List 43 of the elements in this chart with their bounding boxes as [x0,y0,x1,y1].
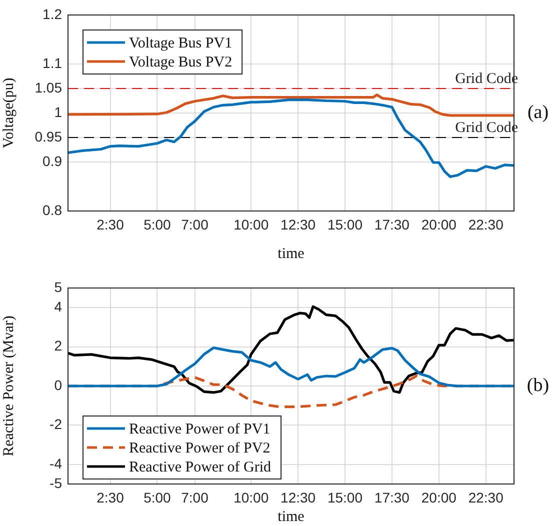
y-tick-label: 1.05 [34,79,62,96]
x-axis-title: time [278,508,305,525]
legend-label: Voltage Bus PV2 [129,54,232,70]
y-tick-label: -5 [50,474,62,491]
y-tick-label: 0 [54,376,62,393]
y-tick-label: 0.8 [42,202,62,218]
x-tick-label: 15:00 [327,216,363,232]
y-tick-label: -2 [50,416,62,432]
x-tick-label: 17:30 [374,489,410,506]
y-axis-title: Voltage(pu) [0,78,17,148]
x-tick-label: 12:30 [280,489,316,506]
x-tick-label: 2:30 [96,489,124,506]
y-tick-label: 4 [54,298,62,314]
x-tick-label: 5:00 [144,216,172,232]
y-tick-label: 0.95 [34,128,62,144]
x-tick-label: 17:30 [374,216,410,232]
x-axis-title: time [278,246,305,262]
x-tick-label: 7:00 [181,489,209,506]
legend-label: Reactive Power of PV2 [129,440,270,456]
legend-label: Reactive Power of Grid [129,459,272,476]
x-tick-label: 15:00 [327,489,363,506]
x-tick-label: 10:00 [234,216,269,232]
text: (b) [526,374,550,396]
x-tick-label: 20:00 [421,216,457,232]
y-tick-label: 5 [54,278,62,295]
y-tick-label: 1 [54,104,62,120]
y-tick-label: 2 [54,338,62,354]
legend-label: Voltage Bus PV1 [129,35,232,52]
x-tick-label: 12:30 [280,216,316,232]
x-tick-label: 2:30 [96,216,124,232]
x-tick-label: 20:00 [421,489,457,506]
y-tick-label: 1.1 [42,54,62,71]
x-tick-label: 22:30 [468,489,504,506]
y-tick-label: 1.2 [42,6,62,22]
x-tick-label: 7:00 [181,216,209,232]
x-tick-label: 22:30 [468,216,504,232]
legend-label: Reactive Power of PV1 [129,421,270,438]
x-tick-label: 5:00 [144,489,172,506]
y-axis-title: Reactive Power (Mvar) [0,316,17,456]
x-tick-label: 10:00 [234,489,269,506]
y-tick-label: 0.9 [42,152,62,169]
y-tick-label: -4 [50,455,62,472]
text: (a) [527,102,549,123]
